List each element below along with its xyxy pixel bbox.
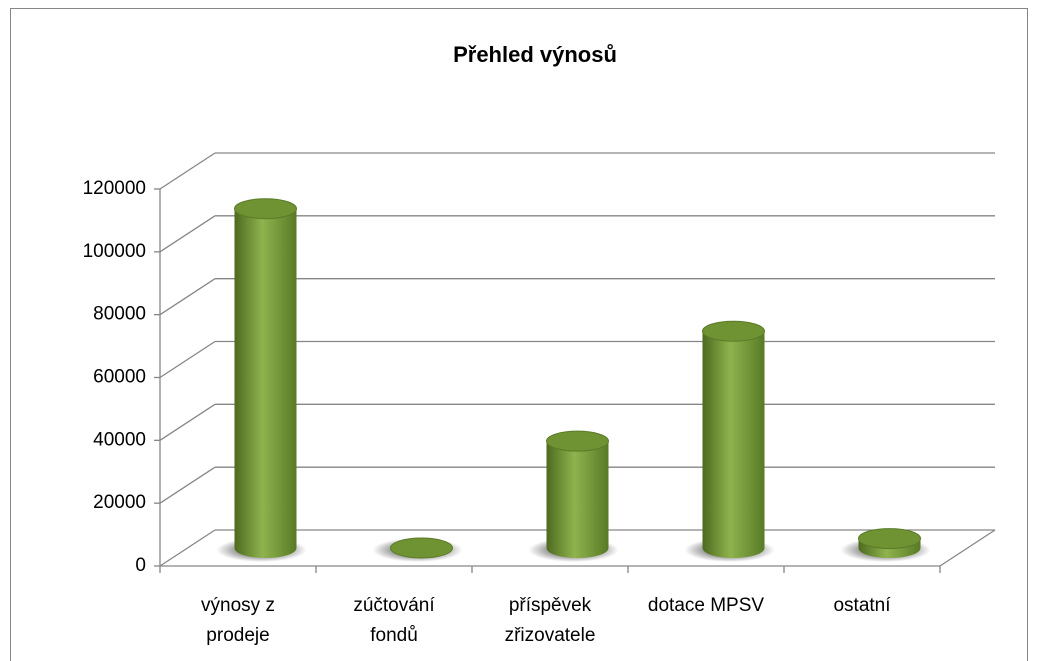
y-tick-label: 80000 [93,304,146,325]
bar-body [234,208,297,558]
bar [234,198,297,558]
bar-body [546,441,609,558]
y-tick-label: 60000 [93,367,146,388]
x-tick-label: dotace MPSV [648,595,764,616]
side-grid-line [159,340,216,379]
bar-top [390,537,453,559]
bar-top [702,320,765,342]
bar [390,537,453,559]
y-tick-label: 20000 [93,492,146,513]
side-grid-line [159,215,216,253]
y-tick-label: 100000 [83,241,146,262]
y-tick-label: 120000 [83,178,146,199]
bar [858,528,921,558]
x-tick-label: výnosy z prodeje [201,595,275,646]
y-tick-label: 0 [135,555,146,576]
bar-top [546,430,609,452]
x-tick-label: ostatní [833,595,891,616]
side-grid-line [159,152,216,190]
bar [702,320,765,558]
y-tick-label: 40000 [93,429,146,450]
chart-title: Přehled výnosů [453,42,617,67]
x-tick-label: zúčtování fondů [353,595,435,646]
side-grid-line [159,529,216,567]
bar [546,430,609,558]
floor-right-edge [939,529,996,567]
side-grid-line [159,466,216,504]
bar-top [234,198,297,220]
side-grid-line [159,278,216,316]
bar-body [702,331,765,558]
side-grid-line [159,403,216,441]
chart-frame [10,8,1028,661]
bar-top [858,528,921,550]
x-tick-label: příspěvek zřizovatele [505,595,596,646]
